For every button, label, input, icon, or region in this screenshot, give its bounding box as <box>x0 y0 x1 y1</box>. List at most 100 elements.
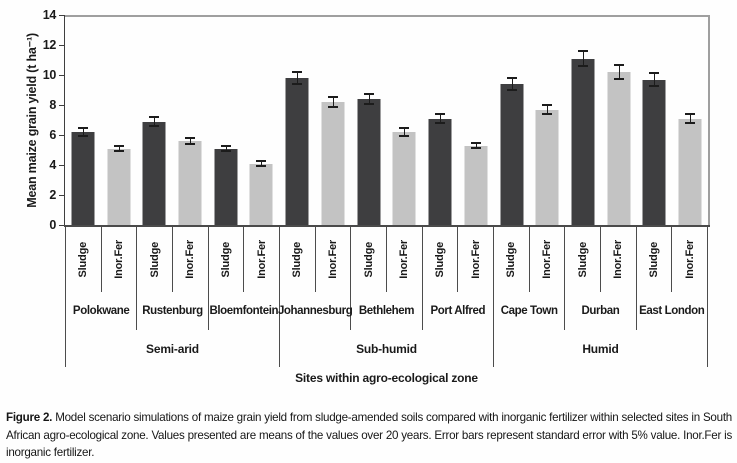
x-axis-line <box>64 225 710 227</box>
error-bar <box>77 127 88 137</box>
error-bar-cap <box>149 124 160 127</box>
treatment-label: Sludge <box>220 241 233 278</box>
bar-cell <box>136 15 172 225</box>
sludge-bar <box>428 118 452 225</box>
error-bar <box>327 95 338 109</box>
error-bar-stem <box>118 144 120 153</box>
site-label: Polokwane <box>72 305 130 317</box>
error-bar-cap <box>470 147 481 150</box>
error-bar <box>613 64 624 80</box>
treatment-label: Sludge <box>291 241 304 278</box>
y-tick-label: 0 <box>49 218 56 232</box>
sludge-bar <box>357 99 381 225</box>
bar-cell <box>458 15 494 225</box>
error-bar-stem <box>618 64 620 80</box>
y-tick-label: 10 <box>42 68 57 82</box>
bar-group-johannesburg <box>279 15 350 225</box>
treatment-cell: Sludge <box>137 227 174 292</box>
sludge-bar <box>285 78 309 225</box>
inor-fer-bar <box>607 72 631 225</box>
error-bar-cap <box>577 64 588 67</box>
y-tick-mark <box>59 195 64 196</box>
treatment-cell: Inor.Fer <box>316 227 352 292</box>
y-tick-label: 4 <box>49 158 56 172</box>
error-bar-cap <box>399 134 410 137</box>
treatment-cell: Inor.Fer <box>244 227 281 292</box>
treatment-cell: Sludge <box>423 227 459 292</box>
y-tick-mark <box>59 165 64 166</box>
error-bar-cap <box>77 134 88 137</box>
treatment-label: Sludge <box>362 241 375 278</box>
bar-cell <box>529 15 565 225</box>
x-axis-title: Sites within agro-ecological zone <box>295 371 478 385</box>
bar-cell <box>208 15 244 225</box>
treatment-cell: Sludge <box>351 227 388 292</box>
error-bar-cap <box>506 89 517 92</box>
site-label: Port Alfred <box>430 305 486 317</box>
bar-cell <box>422 15 458 225</box>
figure-caption: Figure 2. Model scenario simulations of … <box>6 409 732 462</box>
error-bar <box>292 70 303 86</box>
site-cell-johannesburg: Johannesburg <box>277 292 353 330</box>
sludge-bar <box>642 79 666 225</box>
error-bar <box>506 76 517 92</box>
inor-fer-bar <box>392 132 416 225</box>
sludge-bar <box>571 58 595 225</box>
bar-group-polokwane <box>65 15 136 225</box>
inor-fer-bar <box>464 145 488 225</box>
y-tick-mark <box>59 45 64 46</box>
bar-cell <box>65 15 101 225</box>
error-bar-stem <box>475 141 477 150</box>
bar-group-rustenburg <box>136 15 207 225</box>
site-label: Durban <box>581 305 620 317</box>
bar-cell <box>637 15 673 225</box>
treatment-cell: Inor.Fer <box>102 227 138 292</box>
treatment-label: Inor.Fer <box>113 240 125 279</box>
treatment-cell: Inor.Fer <box>672 227 709 292</box>
inor-fer-bar <box>321 102 345 225</box>
bar-cell <box>172 15 208 225</box>
error-bar-stem <box>368 92 370 106</box>
error-bar-stem <box>511 76 513 92</box>
sludge-bar <box>142 121 166 225</box>
y-axis-ticks: 0 2 4 6 8 10 12 14 <box>0 8 58 232</box>
treatment-cell: Sludge <box>565 227 602 292</box>
figure-caption-text: Model scenario simulations of maize grai… <box>6 411 732 459</box>
treatment-cell: Inor.Fer <box>173 227 209 292</box>
treatment-cell: Sludge <box>209 227 245 292</box>
bar-cell <box>279 15 315 225</box>
y-axis-line <box>64 15 65 226</box>
treatment-label: Inor.Fer <box>612 240 625 279</box>
category-axis: Sludge Inor.Fer Sludge Inor.Fer Sludge Inor.F… <box>65 227 709 367</box>
error-bar-stem <box>225 144 227 153</box>
treatment-label: Inor.Fer <box>184 240 197 279</box>
error-bar-cap <box>256 164 267 167</box>
site-cell-east-london: East London <box>637 292 708 330</box>
bar-cell <box>351 15 387 225</box>
treatment-label: Inor.Fer <box>255 240 268 279</box>
error-bar <box>256 160 267 167</box>
sludge-bar <box>214 148 238 225</box>
treatment-cell: Sludge <box>637 227 673 292</box>
bar-group-cape-town <box>494 15 565 225</box>
error-bar-cap <box>435 121 446 124</box>
y-tick-mark <box>59 135 64 136</box>
zone-cell-semi-arid: Semi-arid <box>65 330 280 367</box>
bar-group-port-alfred <box>422 15 493 225</box>
bar-cell <box>565 15 601 225</box>
sludge-bar <box>71 132 95 225</box>
inor-fer-bar <box>678 118 702 225</box>
site-cell-port-alfred: Port Alfred <box>423 292 494 330</box>
y-tick-mark <box>59 105 64 106</box>
site-cell-durban: Durban <box>565 292 637 330</box>
inor-fer-bar <box>535 109 559 225</box>
site-cell-polokwane: Polokwane <box>65 292 138 330</box>
zone-label: Sub-humid <box>356 341 417 356</box>
bar-group-bloemfontein <box>208 15 279 225</box>
error-bar-stem <box>654 72 656 87</box>
error-bar <box>113 144 124 153</box>
error-bar-cap <box>185 143 196 146</box>
site-label: Johannesburg <box>277 305 353 317</box>
error-bar-stem <box>582 50 584 67</box>
error-bar <box>363 92 374 106</box>
